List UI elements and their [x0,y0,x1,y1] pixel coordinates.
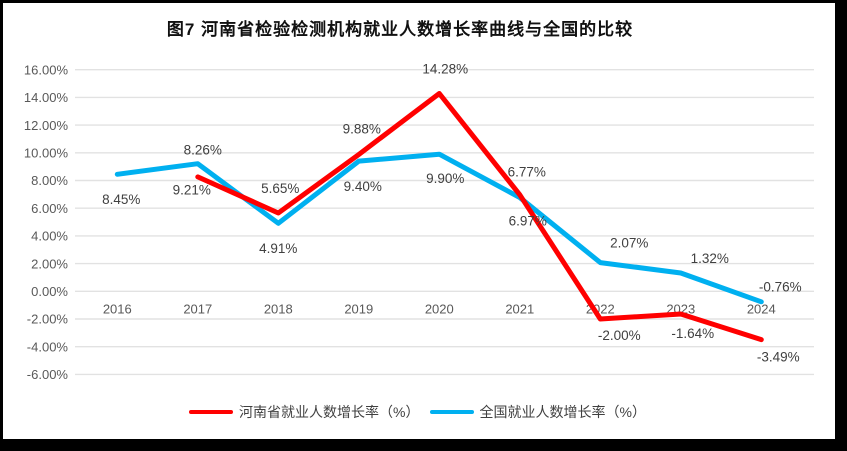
y-axis-tick-label: 14.00% [24,90,69,105]
legend: 河南省就业人数增长率（%） 全国就业人数增长率（%） [0,402,835,422]
y-axis-tick-label: -2.00% [27,312,69,327]
x-axis-tick-label: 2017 [183,302,212,317]
y-axis-tick-label: 12.00% [24,118,69,133]
legend-item-henan: 河南省就业人数增长率（%） [189,402,420,422]
y-axis-tick-label: 2.00% [31,256,68,271]
data-label: -1.64% [671,326,714,341]
national-series-line [114,151,764,305]
y-axis-tick-label: 6.00% [31,201,68,216]
x-axis-tick-label: 2019 [344,302,373,317]
data-label: 9.90% [426,171,464,186]
x-axis-tick-label: 2024 [747,302,776,317]
data-label: 2.07% [610,235,648,250]
data-label: 1.32% [691,251,729,266]
data-label: -3.49% [757,349,800,364]
legend-label-henan: 河南省就业人数增长率（%） [239,404,420,420]
x-axis-tick-label: 2016 [103,302,132,317]
data-label: 14.28% [422,61,468,76]
data-label: 6.77% [508,164,546,179]
data-label: 9.21% [173,183,211,198]
legend-swatch-national [429,410,474,414]
data-label: 8.45% [102,192,140,207]
legend-item-national: 全国就业人数增长率（%） [429,402,646,422]
henan-series-line [195,91,764,343]
legend-swatch-henan [189,410,234,414]
data-label: 4.91% [259,241,297,256]
x-axis-tick-label: 2020 [425,302,454,317]
data-label: 6.97% [509,214,547,229]
chart-title: 图7 河南省检验检测机构就业人数增长率曲线与全国的比较 [166,20,634,39]
y-axis-tick-label: -6.00% [27,367,69,382]
x-axis-tick-label: 2018 [264,302,293,317]
data-label: 9.40% [344,179,382,194]
y-axis-tick-label: 0.00% [31,284,68,299]
data-label: 8.26% [184,143,222,158]
y-axis-tick-label: 10.00% [24,146,69,161]
y-axis-tick-label: 8.00% [31,173,68,188]
data-label: 5.65% [261,181,299,196]
data-label: 9.88% [343,121,381,136]
y-axis-tick-label: 16.00% [24,62,69,77]
y-axis-tick-label: -4.00% [27,339,69,354]
y-axis-tick-label: 4.00% [31,229,68,244]
data-label: -2.00% [598,328,641,343]
legend-label-national: 全国就业人数增长率（%） [479,404,646,420]
x-axis-tick-label: 2021 [505,302,534,317]
data-label: -0.76% [759,280,802,295]
